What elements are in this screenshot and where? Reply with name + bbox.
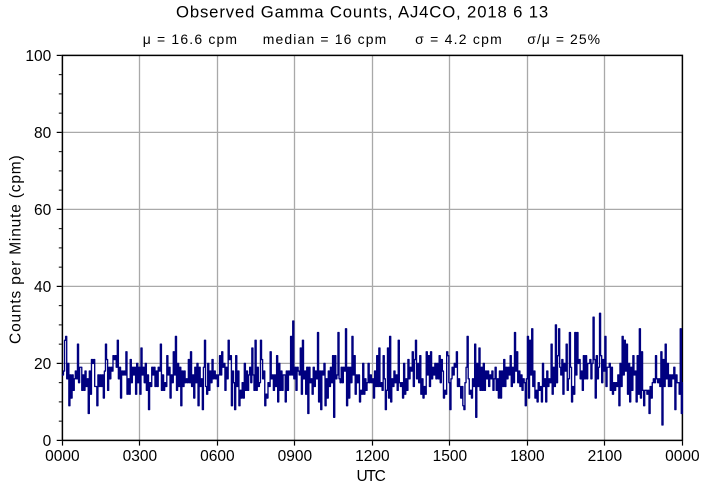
svg-text:0300: 0300 — [123, 448, 158, 465]
svg-text:median = 16 cpm: median = 16 cpm — [263, 31, 388, 47]
svg-text:80: 80 — [34, 125, 52, 142]
svg-text:0600: 0600 — [200, 448, 235, 465]
svg-text:1800: 1800 — [510, 448, 545, 465]
svg-text:σ/μ = 25%: σ/μ = 25% — [527, 31, 601, 47]
svg-text:2100: 2100 — [588, 448, 623, 465]
svg-text:100: 100 — [25, 48, 51, 65]
svg-text:Observed Gamma Counts, AJ4CO,: Observed Gamma Counts, AJ4CO, 2018 6 13 — [176, 3, 549, 22]
svg-text:40: 40 — [34, 279, 52, 296]
svg-text:σ = 4.2 cpm: σ = 4.2 cpm — [415, 31, 503, 47]
svg-text:1500: 1500 — [433, 448, 468, 465]
svg-text:0900: 0900 — [278, 448, 313, 465]
svg-text:μ = 16.6 cpm: μ = 16.6 cpm — [143, 31, 238, 47]
svg-text:UTC: UTC — [357, 468, 386, 485]
svg-text:0: 0 — [43, 433, 52, 450]
svg-text:20: 20 — [34, 356, 52, 373]
svg-text:60: 60 — [34, 202, 52, 219]
svg-text:1200: 1200 — [355, 448, 390, 465]
svg-text:0000: 0000 — [665, 448, 700, 465]
svg-text:0000: 0000 — [45, 448, 80, 465]
svg-text:Counts per Minute (cpm): Counts per Minute (cpm) — [8, 155, 25, 344]
